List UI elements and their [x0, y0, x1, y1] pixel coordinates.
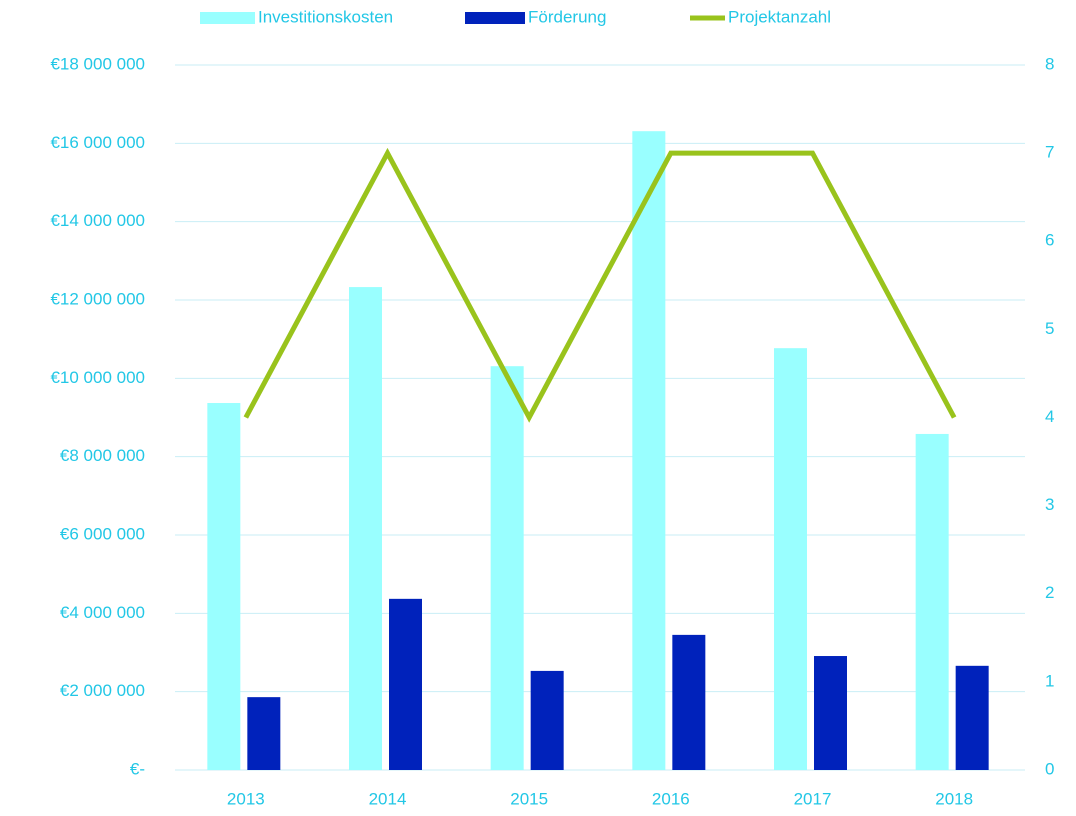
y2-tick-label: 3 — [1045, 495, 1054, 514]
bar — [632, 131, 666, 771]
bar — [530, 670, 564, 770]
y-tick-label: €4 000 000 — [60, 603, 145, 622]
y-tick-label: €16 000 000 — [50, 133, 145, 152]
legend-label: Investitionskosten — [258, 7, 393, 26]
bar — [207, 403, 241, 770]
legend-swatch — [200, 12, 255, 24]
bar — [915, 433, 949, 770]
x-tick-label: 2017 — [794, 789, 832, 808]
bar — [955, 665, 989, 770]
y2-tick-label: 6 — [1045, 231, 1054, 250]
y2-tick-label: 2 — [1045, 583, 1054, 602]
y2-tick-label: 1 — [1045, 671, 1054, 690]
y-tick-label: €- — [130, 759, 145, 778]
line — [243, 147, 957, 423]
y2-tick-label: 0 — [1045, 759, 1054, 778]
y-tick-label: €6 000 000 — [60, 524, 145, 543]
x-tick-label: 2014 — [369, 789, 407, 808]
bar — [490, 366, 524, 770]
y-tick-label: €14 000 000 — [50, 211, 145, 230]
y2-tick-label: 4 — [1045, 407, 1054, 426]
bar — [349, 287, 382, 770]
y-tick-label: €12 000 000 — [50, 289, 145, 308]
y-tick-label: €2 000 000 — [60, 681, 145, 700]
y-tick-label: €18 000 000 — [50, 54, 145, 73]
bar — [774, 348, 807, 770]
bar — [814, 656, 847, 770]
y2-tick-label: 8 — [1045, 54, 1054, 73]
x-tick-label: 2015 — [510, 789, 548, 808]
x-tick-label: 2018 — [935, 789, 973, 808]
y2-tick-label: 5 — [1045, 319, 1054, 338]
bar — [247, 697, 281, 770]
y2-tick-label: 7 — [1045, 143, 1054, 162]
x-tick-label: 2016 — [652, 789, 690, 808]
bar — [389, 598, 422, 770]
legend-label: Förderung — [528, 7, 606, 26]
y-tick-label: €8 000 000 — [60, 446, 145, 465]
y-tick-label: €10 000 000 — [50, 368, 145, 387]
legend-swatch — [465, 12, 525, 24]
legend-label: Projektanzahl — [728, 7, 831, 26]
bar — [672, 634, 706, 770]
x-tick-label: 2013 — [227, 789, 265, 808]
